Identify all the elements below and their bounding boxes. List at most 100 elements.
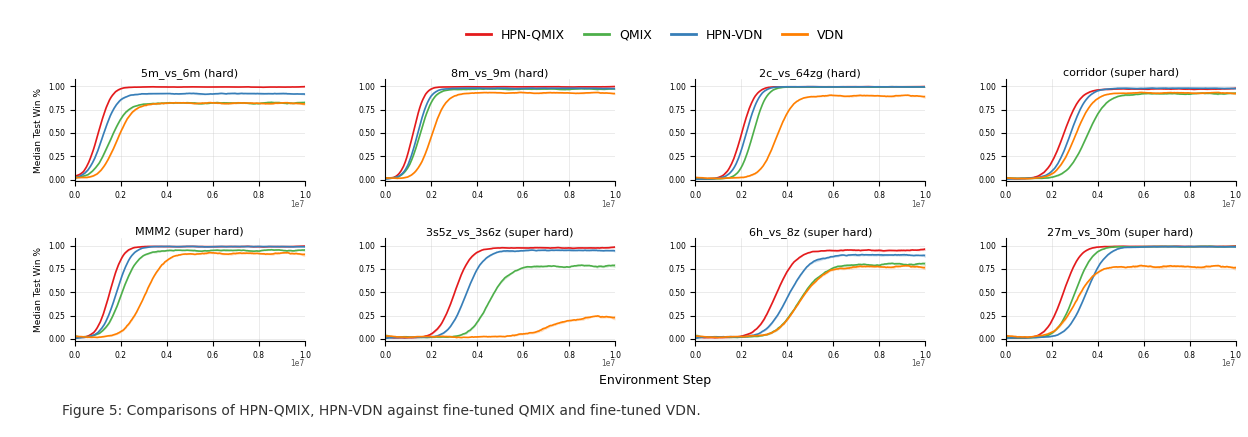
VDN xyxy=(998,333,1013,338)
Line: HPN-QMIX: HPN-QMIX xyxy=(695,249,925,338)
HPN-VDN xyxy=(1134,244,1149,250)
QMIX xyxy=(998,175,1013,180)
HPN-VDN xyxy=(297,244,312,250)
HPN-QMIX xyxy=(1134,244,1149,249)
HPN-QMIX xyxy=(76,335,91,340)
VDN xyxy=(588,90,603,95)
Text: 1e7: 1e7 xyxy=(911,200,925,209)
HPN-VDN xyxy=(208,91,223,96)
HPN-QMIX xyxy=(572,84,587,90)
HPN-VDN xyxy=(825,84,840,90)
HPN-QMIX xyxy=(1228,243,1243,249)
HPN-VDN xyxy=(378,177,393,182)
QMIX xyxy=(882,84,897,90)
HPN-QMIX xyxy=(1228,86,1243,91)
HPN-QMIX xyxy=(205,84,220,90)
Title: 3s5z_vs_3s6z (super hard): 3s5z_vs_3s6z (super hard) xyxy=(427,227,574,238)
VDN xyxy=(1134,263,1149,268)
QMIX xyxy=(688,333,703,339)
HPN-VDN xyxy=(378,336,393,341)
HPN-VDN xyxy=(998,336,1013,341)
QMIX xyxy=(688,176,703,181)
VDN xyxy=(520,90,535,96)
HPN-QMIX xyxy=(397,335,412,340)
HPN-QMIX xyxy=(897,248,912,253)
QMIX xyxy=(998,335,1013,340)
HPN-VDN xyxy=(917,84,932,90)
HPN-QMIX xyxy=(830,248,845,253)
QMIX xyxy=(1011,335,1026,340)
Line: HPN-QMIX: HPN-QMIX xyxy=(75,87,305,176)
QMIX xyxy=(378,333,393,339)
QMIX xyxy=(825,84,840,90)
VDN xyxy=(1207,263,1222,268)
VDN xyxy=(900,93,915,98)
VDN xyxy=(515,331,530,336)
HPN-QMIX xyxy=(708,335,723,340)
VDN xyxy=(917,94,932,99)
HPN-QMIX xyxy=(297,243,312,249)
VDN xyxy=(262,252,277,257)
HPN-VDN xyxy=(689,336,704,341)
QMIX xyxy=(1193,90,1208,96)
Line: QMIX: QMIX xyxy=(1006,93,1236,178)
HPN-QMIX xyxy=(515,245,530,250)
HPN-QMIX xyxy=(67,334,82,340)
HPN-VDN xyxy=(825,84,840,90)
QMIX xyxy=(277,248,292,253)
QMIX xyxy=(1134,91,1149,97)
HPN-VDN xyxy=(514,248,529,253)
HPN-VDN xyxy=(1134,244,1149,250)
HPN-VDN xyxy=(572,248,587,253)
QMIX xyxy=(71,174,86,180)
Line: QMIX: QMIX xyxy=(695,263,925,337)
Line: HPN-VDN: HPN-VDN xyxy=(75,94,305,178)
HPN-QMIX xyxy=(261,84,276,90)
HPN-VDN xyxy=(688,336,703,341)
HPN-VDN xyxy=(587,86,602,91)
QMIX xyxy=(825,84,840,90)
HPN-VDN xyxy=(1139,86,1154,91)
Line: QMIX: QMIX xyxy=(1006,246,1236,338)
VDN xyxy=(689,333,704,339)
VDN xyxy=(519,331,534,336)
VDN xyxy=(378,333,393,338)
Line: HPN-VDN: HPN-VDN xyxy=(386,88,615,179)
QMIX xyxy=(1136,91,1151,96)
HPN-QMIX xyxy=(205,244,220,249)
HPN-QMIX xyxy=(587,245,602,250)
VDN xyxy=(689,175,704,180)
QMIX xyxy=(1228,244,1243,249)
QMIX xyxy=(1202,244,1217,249)
QMIX xyxy=(689,176,704,181)
VDN xyxy=(378,333,393,338)
HPN-QMIX xyxy=(998,335,1013,340)
HPN-QMIX xyxy=(572,245,587,250)
QMIX xyxy=(1196,90,1211,96)
HPN-VDN xyxy=(514,86,529,91)
HPN-QMIX xyxy=(205,244,220,249)
VDN xyxy=(206,250,221,256)
VDN xyxy=(825,267,840,272)
QMIX xyxy=(588,87,603,92)
Line: VDN: VDN xyxy=(695,266,925,337)
Line: HPN-QMIX: HPN-QMIX xyxy=(386,247,615,338)
QMIX xyxy=(1134,244,1149,249)
Line: HPN-QMIX: HPN-QMIX xyxy=(1006,246,1236,338)
HPN-QMIX xyxy=(378,175,393,180)
VDN xyxy=(572,317,587,322)
HPN-VDN xyxy=(67,176,82,181)
HPN-QMIX xyxy=(825,248,840,253)
QMIX xyxy=(208,100,223,105)
HPN-VDN xyxy=(855,252,870,257)
QMIX xyxy=(75,334,90,340)
QMIX xyxy=(514,266,529,271)
HPN-QMIX xyxy=(67,173,82,179)
HPN-QMIX xyxy=(208,84,223,90)
QMIX xyxy=(825,266,840,271)
QMIX xyxy=(69,174,84,180)
HPN-QMIX xyxy=(917,84,932,89)
HPN-VDN xyxy=(69,336,84,341)
HPN-QMIX xyxy=(830,84,845,90)
QMIX xyxy=(67,334,82,339)
